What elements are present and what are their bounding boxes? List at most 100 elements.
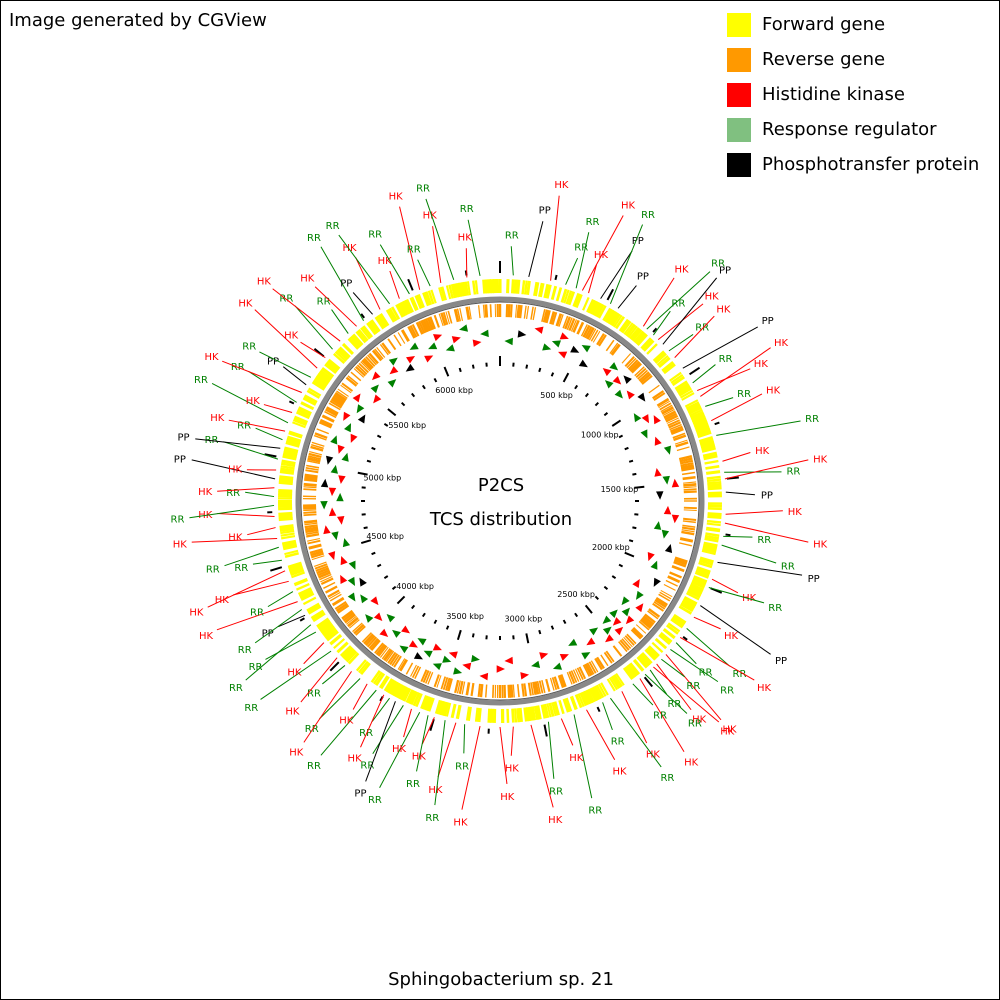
forward-gene-mark — [666, 624, 679, 635]
tcs-feature-marker — [389, 366, 399, 375]
legend: Forward gene Reverse gene Histidine kina… — [727, 7, 979, 182]
forward-gene-mark — [685, 401, 700, 411]
forward-gene-mark — [646, 343, 658, 355]
forward-gene-mark — [506, 279, 510, 294]
reverse-gene-mark — [375, 643, 386, 656]
reverse-gene-mark — [363, 633, 374, 645]
tcs-feature-label: HK — [757, 683, 772, 694]
forward-gene-mark — [284, 446, 299, 453]
reverse-gene-mark — [365, 356, 376, 367]
tcs-feature-label: RR — [249, 662, 263, 673]
tcs-feature-marker — [336, 492, 344, 502]
map-subtitle: TCS distribution — [429, 509, 573, 530]
tcs-feature-marker — [342, 538, 351, 548]
forward-gene-mark — [434, 699, 443, 715]
forward-gene-mark — [705, 470, 721, 475]
reverse-gene-mark — [318, 421, 332, 429]
outer-tick — [299, 617, 305, 622]
forward-gene-mark — [521, 280, 526, 295]
forward-gene-mark — [694, 423, 710, 432]
reverse-gene-mark — [669, 425, 683, 433]
tcs-feature-marker — [373, 612, 383, 622]
scale-tick — [445, 625, 450, 630]
reverse-gene-mark — [596, 656, 605, 669]
reverse-gene-mark — [551, 677, 558, 691]
scale-tick — [360, 539, 372, 545]
tcs-feature-marker — [559, 654, 569, 661]
forward-gene-mark — [324, 362, 338, 375]
forward-gene-mark — [523, 280, 528, 295]
tcs-feature-label: RR — [234, 563, 248, 574]
tcs-feature-label: HK — [716, 304, 731, 315]
forward-gene-mark — [684, 399, 699, 408]
reverse-gene-mark — [341, 382, 354, 392]
backbone-ring-inner — [300, 301, 700, 701]
tcs-callout-line — [705, 397, 734, 407]
tcs-feature-marker — [348, 560, 356, 570]
outer-tick — [596, 706, 601, 713]
forward-gene-mark — [313, 378, 327, 388]
forward-gene-mark — [374, 315, 386, 330]
tcs-feature-marker — [539, 652, 549, 660]
tcs-callout-line — [679, 636, 755, 681]
forward-gene-mark — [329, 633, 343, 646]
reverse-gene-mark — [681, 529, 695, 533]
forward-gene-mark — [703, 454, 718, 461]
tcs-feature-label: RR — [611, 737, 625, 748]
tcs-feature-label: RR — [307, 761, 321, 772]
forward-gene-mark — [302, 596, 317, 606]
reverse-gene-mark — [314, 432, 328, 439]
forward-gene-mark — [625, 323, 637, 337]
forward-gene-mark — [282, 544, 298, 551]
forward-gene-mark — [690, 410, 705, 420]
scale-tick — [471, 633, 475, 638]
credit-text: Image generated by CGView — [9, 10, 267, 31]
scale-tick-label: 3500 kbp — [446, 612, 484, 621]
tcs-feature-marker — [451, 336, 461, 344]
tcs-feature-marker — [357, 414, 366, 424]
reverse-gene-mark — [308, 543, 322, 550]
tcs-feature-marker — [392, 629, 401, 638]
forward-gene-mark — [450, 283, 457, 299]
forward-gene-mark — [640, 651, 653, 665]
forward-gene-mark — [702, 544, 718, 551]
tcs-feature-marker — [650, 560, 658, 570]
reverse-gene-mark — [420, 319, 428, 333]
forward-gene-mark — [574, 694, 583, 709]
forward-gene-mark — [278, 517, 293, 522]
forward-gene-mark — [438, 287, 444, 302]
tcs-feature-marker — [323, 525, 331, 535]
reverse-gene-mark — [374, 642, 384, 654]
forward-gene-mark — [652, 350, 666, 363]
reverse-gene-mark — [477, 305, 481, 319]
reverse-gene-mark — [436, 675, 442, 688]
reverse-gene-mark — [361, 632, 373, 643]
forward-gene-mark — [334, 350, 347, 363]
reverse-gene-mark — [538, 680, 544, 694]
tcs-callout-line — [721, 544, 777, 564]
tcs-callout-line — [319, 678, 361, 720]
reverse-gene-mark — [542, 309, 549, 323]
tcs-feature-marker — [399, 645, 409, 654]
tcs-feature-label: HK — [500, 792, 515, 803]
reverse-gene-mark — [618, 641, 628, 653]
reverse-gene-mark — [516, 684, 520, 698]
tcs-feature-marker — [602, 626, 612, 635]
forward-gene-mark — [474, 707, 479, 722]
reverse-gene-mark — [383, 648, 394, 662]
reverse-gene-mark — [668, 421, 682, 429]
tcs-feature-marker — [471, 654, 480, 663]
forward-gene-mark — [278, 488, 293, 493]
reverse-gene-mark — [309, 450, 323, 456]
tcs-callout-line — [338, 234, 390, 305]
forward-gene-mark — [307, 605, 322, 615]
reverse-gene-mark — [664, 412, 678, 421]
reverse-gene-mark — [516, 304, 521, 318]
reverse-gene-mark — [681, 471, 696, 476]
tcs-feature-marker — [614, 626, 624, 636]
forward-gene-mark — [281, 539, 297, 545]
forward-gene-mark — [577, 693, 585, 708]
tcs-feature-marker — [340, 556, 348, 566]
reverse-gene-mark — [683, 517, 697, 522]
reverse-gene-mark — [316, 428, 330, 435]
